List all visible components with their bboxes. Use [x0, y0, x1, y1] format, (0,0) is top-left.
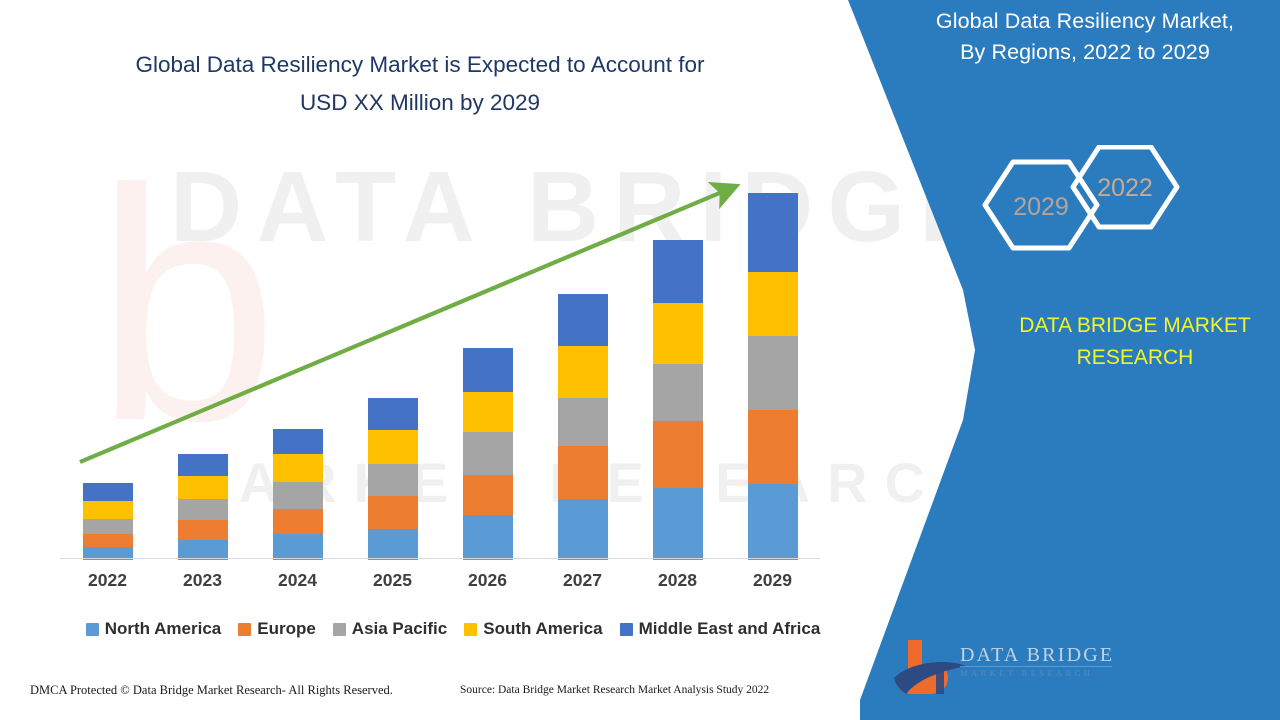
bar-segment — [367, 496, 418, 529]
x-axis-label-2025: 2025 — [373, 570, 412, 590]
bar-segment — [367, 430, 418, 464]
footer-copyright: DMCA Protected © Data Bridge Market Rese… — [30, 683, 393, 697]
legend-label: Asia Pacific — [351, 619, 448, 638]
dbmr-logo-subtitle: MARKET RESEARCH — [960, 668, 1094, 678]
panel-title-line-1: Global Data Resiliency Market, — [935, 9, 1235, 33]
brand-name-line-2: RESEARCH — [1076, 346, 1194, 369]
chart-legend: North America Europe Asia Pacific South Ame… — [58, 616, 848, 642]
bar-segment — [557, 446, 608, 499]
bar-segment — [367, 464, 418, 496]
bar-segment — [557, 398, 608, 446]
bar-2023[interactable] — [177, 454, 228, 560]
bar-2026[interactable] — [462, 348, 513, 560]
bar-2028[interactable] — [652, 240, 703, 560]
bar-segment — [272, 429, 323, 454]
stacked-bar-chart — [60, 120, 820, 560]
bar-segment — [177, 476, 228, 499]
dbmr-logo-title: DATA BRIDGE — [960, 644, 1115, 666]
bar-segment — [557, 294, 608, 346]
bar-segment — [747, 336, 798, 410]
bar-segment — [367, 529, 418, 560]
brand-name: DATA BRIDGE MARKET RESEARCH — [945, 310, 1280, 374]
legend-item[interactable]: Asia Pacific — [332, 619, 448, 639]
bar-segment — [177, 540, 228, 560]
hexagon-badges: 2022 2029 — [975, 144, 1185, 310]
x-axis-labels: 2022 2023 2024 2025 2026 2027 2028 2029 — [60, 570, 820, 598]
legend-label: North America — [104, 619, 222, 638]
legend-label: Middle East and Africa — [638, 619, 821, 638]
x-axis-label-2029: 2029 — [753, 570, 792, 590]
legend-item[interactable]: North America — [85, 619, 222, 639]
chart-title-line-1: Global Data Resiliency Market is Expecte… — [135, 52, 705, 77]
bar-segment — [747, 272, 798, 336]
bar-segment — [82, 519, 133, 534]
bar-segment — [82, 501, 133, 519]
bar-segment — [177, 499, 228, 520]
x-axis-label-2024: 2024 — [278, 570, 317, 590]
brand-name-line-1: DATA BRIDGE MARKET — [1019, 314, 1251, 337]
hexagon-label-2022: 2022 — [1097, 174, 1153, 202]
bar-segment — [747, 193, 798, 272]
legend-swatch-icon — [464, 622, 478, 636]
panel-title-line-2: By Regions, 2022 to 2029 — [960, 40, 1210, 64]
chart-title-line-2: USD XX Million by 2029 — [299, 90, 541, 115]
bar-segment — [462, 432, 513, 475]
legend-item[interactable]: Europe — [238, 619, 316, 639]
bar-segment — [177, 520, 228, 540]
bar-segment — [272, 482, 323, 509]
legend-item[interactable]: Middle East and Africa — [619, 619, 821, 639]
x-axis-label-2026: 2026 — [468, 570, 507, 590]
bar-segment — [557, 499, 608, 560]
bar-segment — [177, 454, 228, 476]
bar-2024[interactable] — [272, 429, 323, 560]
x-axis-label-2023: 2023 — [183, 570, 222, 590]
bar-segment — [462, 392, 513, 432]
bar-segment — [652, 488, 703, 560]
chart-title: Global Data Resiliency Market is Expecte… — [60, 46, 780, 122]
bar-segment — [652, 364, 703, 421]
legend-item[interactable]: South America — [464, 619, 603, 639]
dbmr-logo-text: DATA BRIDGE MARKET RESEARCH — [960, 644, 1120, 680]
bar-segment — [272, 534, 323, 560]
bar-segment — [747, 410, 798, 484]
bar-segment — [747, 484, 798, 560]
panel-title: Global Data Resiliency Market, By Region… — [900, 6, 1270, 68]
legend-swatch-icon — [238, 622, 252, 636]
bar-segment — [652, 421, 703, 488]
legend-swatch-icon — [619, 622, 633, 636]
bar-segment — [652, 303, 703, 364]
bar-segment — [272, 454, 323, 482]
bar-2029[interactable] — [747, 193, 798, 560]
legend-swatch-icon — [85, 622, 99, 636]
bar-segment — [82, 547, 133, 560]
bar-segment — [462, 348, 513, 392]
bar-segment — [462, 475, 513, 515]
bar-segment — [82, 483, 133, 501]
x-axis-label-2028: 2028 — [658, 570, 697, 590]
bar-segment — [272, 509, 323, 534]
x-axis-label-2027: 2027 — [563, 570, 602, 590]
footer-source: Source: Data Bridge Market Research Mark… — [460, 684, 770, 696]
bar-2025[interactable] — [367, 398, 418, 560]
hexagon-label-2029: 2029 — [1013, 193, 1069, 221]
bar-2027[interactable] — [557, 294, 608, 560]
chart-baseline — [60, 558, 820, 559]
bar-segment — [82, 534, 133, 547]
bar-segment — [367, 398, 418, 430]
bar-segment — [462, 515, 513, 560]
bar-2022[interactable] — [82, 483, 133, 560]
bar-segment — [557, 346, 608, 398]
legend-label: South America — [483, 619, 603, 638]
legend-label: Europe — [257, 619, 316, 638]
dbmr-logo — [890, 636, 1120, 698]
x-axis-label-2022: 2022 — [88, 570, 127, 590]
dbmr-logo-divider — [960, 666, 1112, 667]
legend-swatch-icon — [332, 622, 346, 636]
bar-segment — [652, 240, 703, 303]
